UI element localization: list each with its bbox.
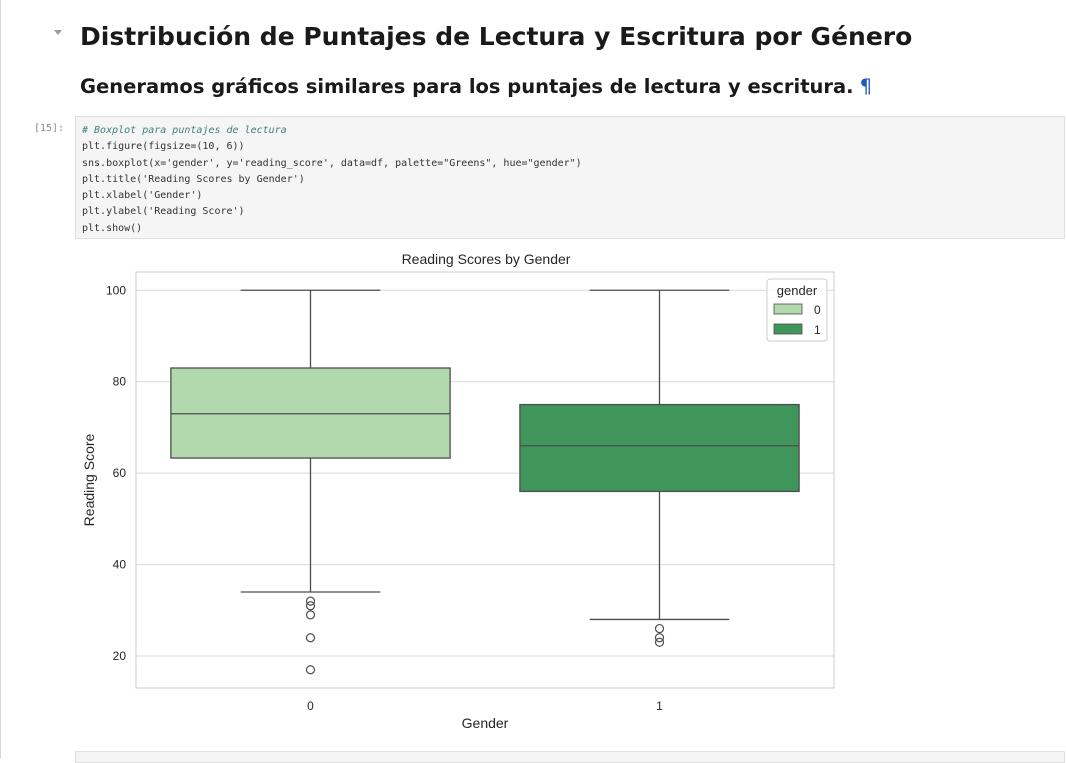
legend-label-1: 1 <box>814 323 821 337</box>
code-editor[interactable]: # Boxplot para puntajes de lectura plt.f… <box>82 123 582 237</box>
x-axis-label: Gender <box>462 715 509 731</box>
notebook-left-rule <box>0 0 1 758</box>
outlier-0-3 <box>305 633 316 643</box>
sub-heading-text: Generamos gráficos similares para los pu… <box>80 75 854 98</box>
cell-prompt: [15]: <box>34 123 65 134</box>
code-line-6: plt.ylabel('Reading Score') <box>82 206 245 218</box>
code-line-7: plt.show() <box>82 222 143 234</box>
outlier-0-2 <box>305 610 316 620</box>
collapse-caret-icon[interactable] <box>54 30 62 35</box>
code-line-3: sns.boxplot(x='gender', y='reading_score… <box>82 157 582 169</box>
box-0 <box>170 367 451 459</box>
outlier-1-0 <box>654 623 665 634</box>
axis-ticks: 20 40 60 80 100 0 1 <box>106 283 663 713</box>
box-group-0 <box>170 289 451 675</box>
anchor-link[interactable]: ¶ <box>859 75 873 98</box>
y-axis-label: Reading Score <box>81 433 97 526</box>
legend-swatch-0 <box>773 303 803 315</box>
box-1 <box>519 403 800 493</box>
x-tick-label-0: 0 <box>307 699 314 713</box>
cell-output: Reading Scores by Gender 20 40 60 80 100 0 1 G… <box>75 243 855 743</box>
code-line-4: plt.title('Reading Scores by Gender') <box>82 173 305 185</box>
next-code-cell[interactable] <box>75 751 1065 763</box>
outlier-1-1 <box>654 633 665 643</box>
plot-frame <box>135 271 835 689</box>
y-tick-label-20: 20 <box>113 649 127 663</box>
legend: gender 0 1 <box>766 278 828 342</box>
outlier-0-4 <box>305 665 316 675</box>
y-tick-label-40: 40 <box>113 558 127 572</box>
sub-heading: Generamos gráficos similares para los pu… <box>80 75 872 98</box>
code-line-2: plt.figure(figsize=(10, 6)) <box>82 141 245 153</box>
outlier-0-1 <box>305 601 316 611</box>
x-tick-label-1: 1 <box>656 699 663 713</box>
boxplot-chart: Reading Scores by Gender 20 40 60 80 100 0 1 G… <box>81 251 835 731</box>
y-tick-label-100: 100 <box>106 283 126 297</box>
legend-swatch-1 <box>773 323 803 335</box>
code-line-5: plt.xlabel('Gender') <box>82 190 203 202</box>
legend-title: gender <box>777 283 818 298</box>
legend-label-0: 0 <box>814 303 821 317</box>
section-heading: Distribución de Puntajes de Lectura y Es… <box>80 22 912 51</box>
outlier-0-0 <box>305 596 316 606</box>
code-line-1: # Boxplot para puntajes de lectura <box>82 125 287 136</box>
plot-area <box>170 289 800 675</box>
outlier-1-2 <box>654 637 665 647</box>
chart-title: Reading Scores by Gender <box>402 251 571 267</box>
y-tick-label-60: 60 <box>113 466 127 480</box>
code-cell[interactable]: # Boxplot para puntajes de lectura plt.f… <box>75 116 1065 239</box>
section-heading-text: Distribución de Puntajes de Lectura y Es… <box>80 22 913 51</box>
box-group-1 <box>519 289 800 647</box>
y-tick-label-80: 80 <box>113 375 127 389</box>
